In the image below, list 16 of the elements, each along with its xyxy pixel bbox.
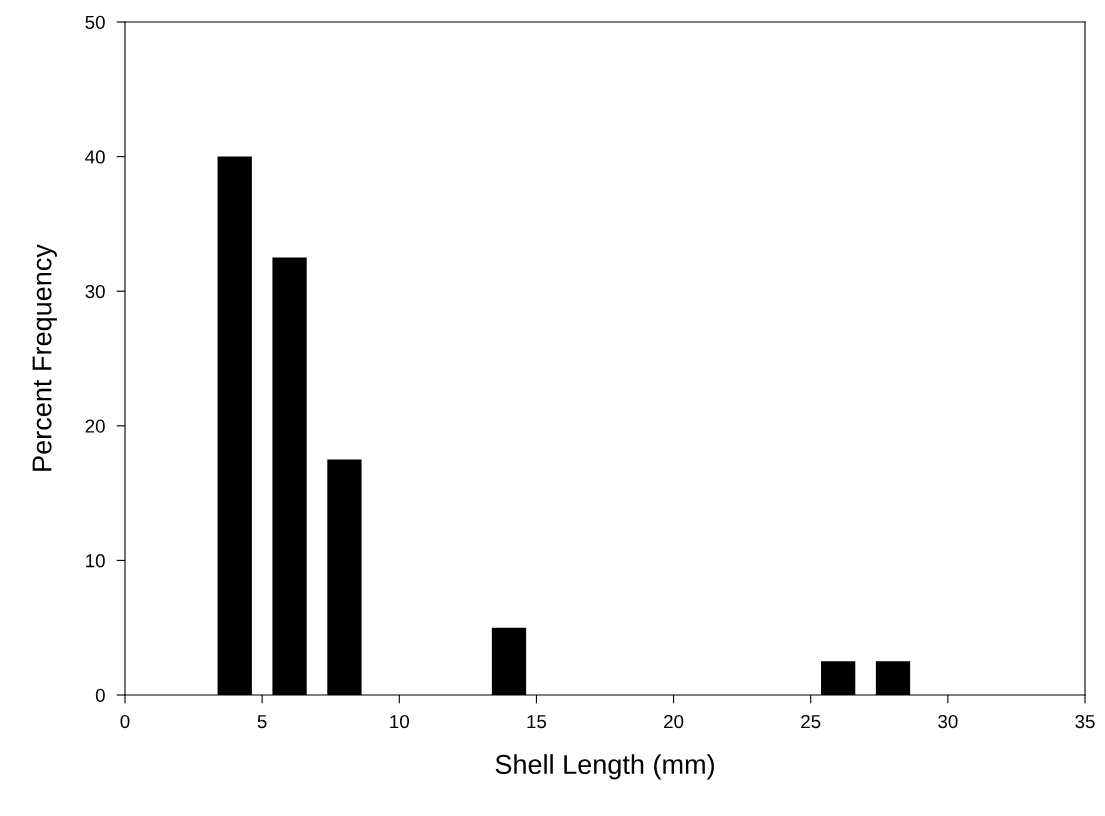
y-axis-title: Percent Frequency [32, 244, 57, 471]
y-tick-label: 40 [85, 150, 105, 164]
x-tick-label: 10 [390, 714, 409, 729]
x-tick-label: 0 [120, 714, 130, 729]
x-tick-label: 15 [527, 715, 547, 729]
x-tick-label: 30 [938, 714, 958, 729]
y-tick-label: 30 [85, 284, 105, 299]
y-tick-label: 50 [85, 15, 105, 29]
y-tick-label: 0 [95, 688, 105, 702]
x-axis-title: Shell Length (mm) [495, 754, 714, 780]
x-tick-label: 25 [801, 714, 821, 729]
y-tick-label: 20 [85, 419, 105, 433]
x-tick-label: 20 [664, 714, 684, 729]
x-tick-label: 5 [257, 715, 267, 729]
y-tick-label: 10 [86, 554, 105, 568]
x-tick-label: 35 [1075, 714, 1095, 729]
